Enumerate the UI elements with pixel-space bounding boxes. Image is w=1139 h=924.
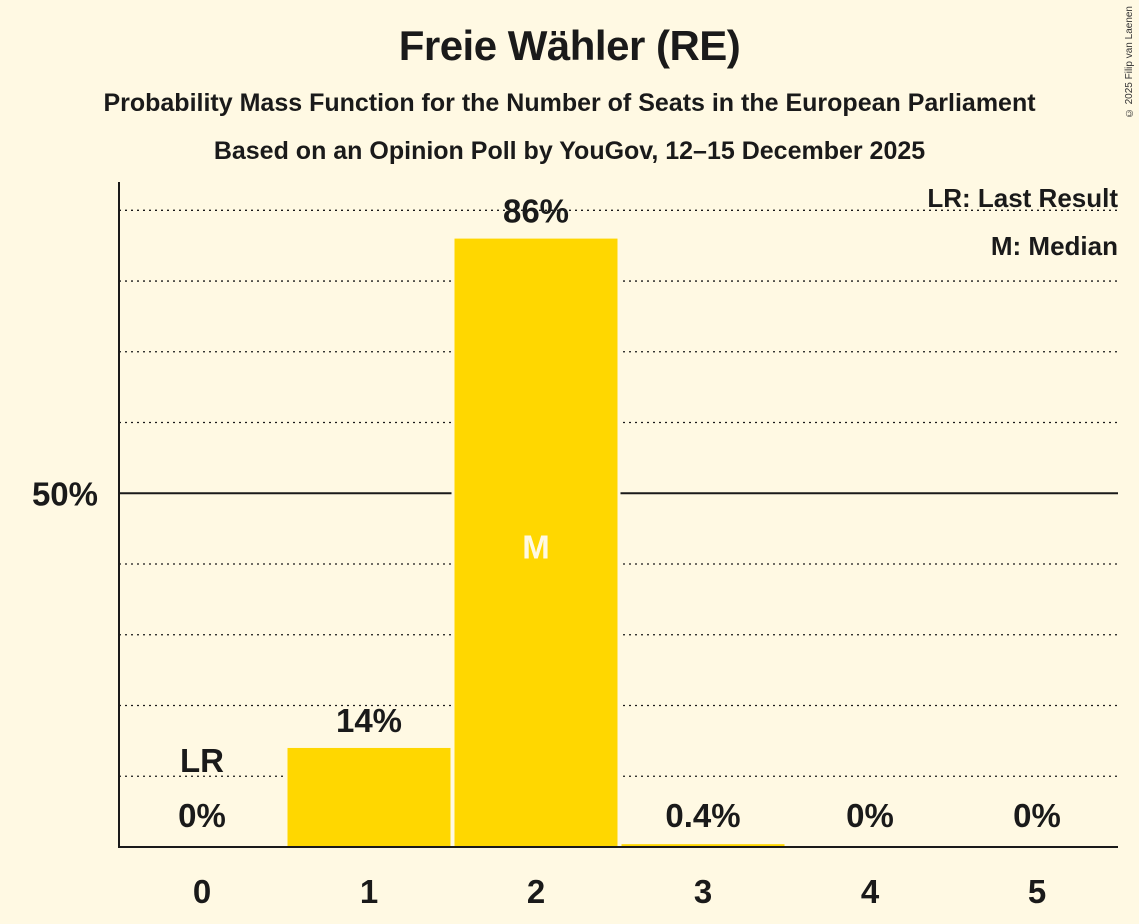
bar-1	[287, 747, 451, 847]
legend-last-result: LR: Last Result	[927, 183, 1118, 213]
x-tick-label-4: 4	[861, 873, 880, 910]
chart-title: Freie Wähler (RE)	[398, 22, 741, 69]
x-tick-label-0: 0	[193, 873, 211, 910]
value-label-1: 14%	[336, 702, 402, 739]
x-tick-label-1: 1	[360, 873, 378, 910]
median-marker: M	[522, 528, 550, 565]
y-tick-label-50: 50%	[32, 475, 98, 512]
value-label-5: 0%	[1013, 797, 1061, 834]
x-tick-label-2: 2	[527, 873, 545, 910]
legend-median: M: Median	[990, 231, 1118, 261]
value-label-2: 86%	[503, 193, 569, 230]
bar-2	[454, 238, 618, 847]
chart-subtitle-poll: Based on an Opinion Poll by YouGov, 12–1…	[213, 137, 926, 165]
bar-3	[621, 844, 785, 847]
bar-halo	[618, 841, 788, 847]
value-label-4: 0%	[846, 797, 894, 834]
x-tick-label-3: 3	[694, 873, 712, 910]
x-tick-label-5: 5	[1028, 873, 1046, 910]
value-label-3: 0.4%	[665, 797, 740, 834]
last-result-marker: LR	[180, 742, 224, 779]
chart-subtitle: Probability Mass Function for the Number…	[103, 89, 1036, 117]
value-label-0: 0%	[178, 797, 226, 834]
